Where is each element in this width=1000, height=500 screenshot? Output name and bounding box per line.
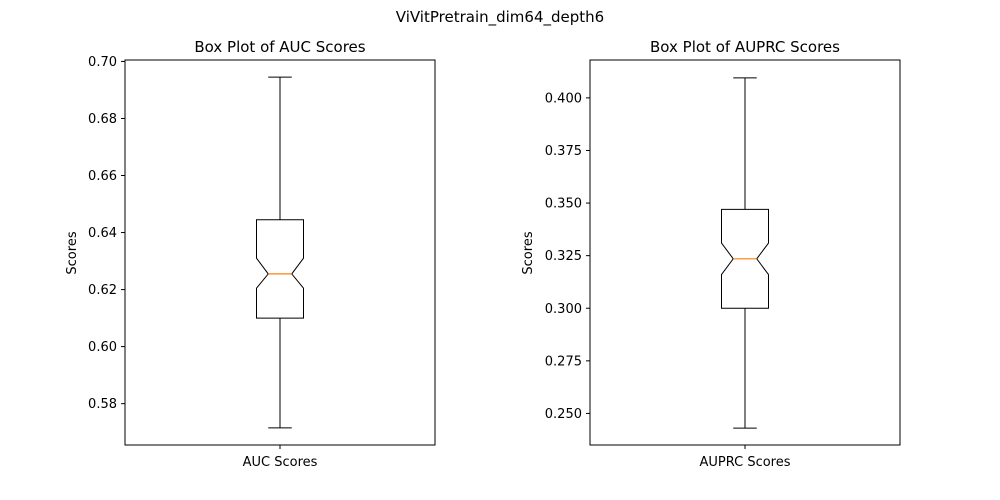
auprc-x-tick-label: AUPRC Scores [699, 455, 790, 470]
auprc-y-tick-label: 0.400 [545, 91, 582, 106]
auprc-y-tick-label: 0.350 [545, 197, 582, 212]
auc-y-tick-label: 0.58 [88, 397, 117, 412]
auc-y-tick-label: 0.68 [88, 112, 117, 127]
auprc-boxplot-panel: Box Plot of AUPRC Scores Scores AUPRC Sc… [521, 38, 901, 470]
auc-y-tick-label: 0.66 [88, 169, 117, 184]
auc-notched-box [256, 219, 304, 319]
figure-suptitle: ViVitPretrain_dim64_depth6 [396, 8, 604, 27]
auprc-chart-title: Box Plot of AUPRC Scores [650, 38, 840, 56]
auc-chart-title: Box Plot of AUC Scores [194, 38, 365, 56]
auc-y-tick-label: 0.60 [88, 340, 117, 355]
auc-x-tick-label: AUC Scores [243, 455, 318, 470]
auprc-y-tick-label: 0.325 [545, 249, 582, 264]
auc-y-tick-label: 0.62 [88, 283, 117, 298]
auprc-y-tick-label: 0.250 [545, 407, 582, 422]
auprc-y-tick-label: 0.275 [545, 354, 582, 369]
auc-y-tick-label: 0.64 [88, 226, 117, 241]
auc-y-tick-label: 0.70 [88, 55, 117, 70]
auprc-y-tick-label: 0.300 [545, 302, 582, 317]
auprc-y-tick-label: 0.375 [545, 144, 582, 159]
auprc-y-axis-label: Scores [521, 231, 536, 274]
auc-boxplot-panel: Box Plot of AUC Scores Scores AUC Scores… [65, 38, 436, 470]
auprc-notched-box [721, 208, 769, 309]
auc-y-axis-label: Scores [65, 231, 80, 274]
